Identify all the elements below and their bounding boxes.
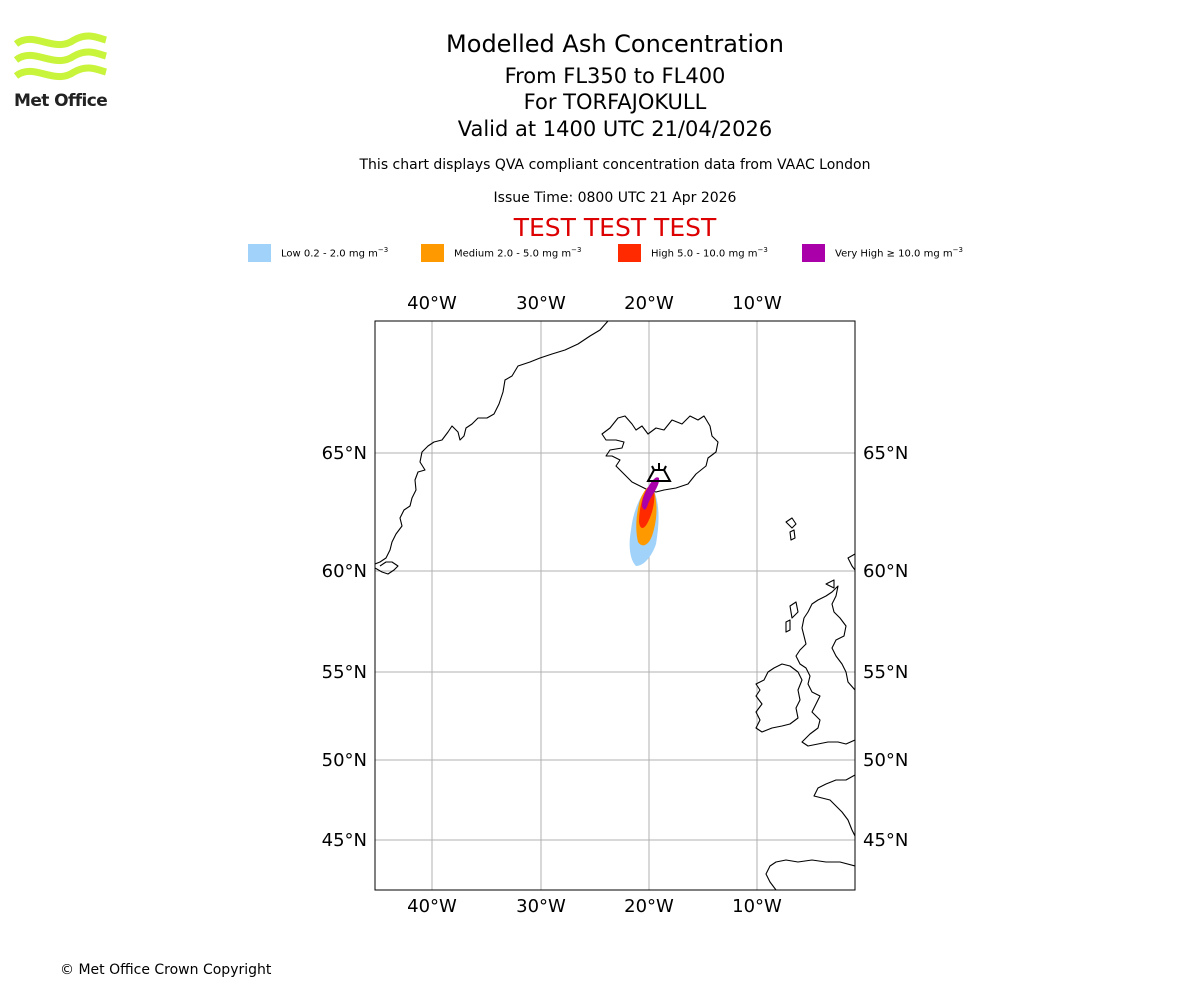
lat-label-left-60n: 60°N (322, 561, 367, 582)
western-isles (789, 601, 799, 619)
orkney-islands (825, 579, 835, 589)
lon-label-top-40w: 40°W (407, 293, 457, 314)
legend-label-very-high: Very High ≥ 10.0 mg m−3 (835, 246, 963, 260)
legend-item-medium: Medium 2.0 - 5.0 mg m−3 (421, 244, 581, 262)
lon-label-bottom-20w: 20°W (624, 896, 674, 917)
valid-time: Valid at 1400 UTC 21/04/2026 (457, 117, 773, 141)
lat-label-right-65n: 65°N (863, 443, 908, 464)
lon-label-bottom-10w: 10°W (732, 896, 782, 917)
ireland-coastline (755, 663, 803, 733)
spain-coastline (765, 859, 855, 890)
greenland-coast-detail (375, 561, 399, 575)
ash-concentration-map: 40°W 30°W 20°W 10°W 40°W 30°W 20°W 10°W … (322, 293, 909, 917)
chart-title: Modelled Ash Concentration (446, 30, 784, 58)
legend-swatch-medium (421, 244, 444, 262)
faroe-islands (785, 517, 797, 529)
lon-label-top-30w: 30°W (516, 293, 566, 314)
copyright-notice: © Met Office Crown Copyright (60, 962, 272, 978)
flight-level-range: From FL350 to FL400 (504, 64, 726, 88)
test-banner: TEST TEST TEST (513, 213, 717, 242)
legend-label-medium: Medium 2.0 - 5.0 mg m−3 (454, 246, 582, 260)
legend-label-low: Low 0.2 - 2.0 mg m−3 (281, 246, 389, 260)
lon-label-bottom-40w: 40°W (407, 896, 457, 917)
lat-label-left-55n: 55°N (322, 662, 367, 683)
lat-label-right-45n: 45°N (863, 830, 908, 851)
volcano-name: For TORFAJOKULL (523, 90, 707, 114)
legend-swatch-very-high (802, 244, 825, 262)
western-isles-south (785, 619, 791, 633)
legend-item-high: High 5.0 - 10.0 mg m−3 (618, 244, 768, 262)
legend-item-very-high: Very High ≥ 10.0 mg m−3 (802, 244, 963, 262)
lon-label-top-20w: 20°W (624, 293, 674, 314)
great-britain-coastline (795, 585, 855, 747)
legend-swatch-low (248, 244, 271, 262)
lat-label-right-60n: 60°N (863, 561, 908, 582)
lon-label-bottom-30w: 30°W (516, 896, 566, 917)
lat-label-left-50n: 50°N (322, 750, 367, 771)
lat-label-left-65n: 65°N (322, 443, 367, 464)
disclaimer-text: This chart displays QVA compliant concen… (359, 157, 871, 173)
lon-label-top-10w: 10°W (732, 293, 782, 314)
map-gridlines (375, 321, 855, 890)
logo-text: Met Office (14, 91, 108, 111)
france-coastline (813, 774, 855, 837)
volcano-icon (646, 463, 672, 482)
lat-label-right-50n: 50°N (863, 750, 908, 771)
lat-label-left-45n: 45°N (322, 830, 367, 851)
legend-swatch-high (618, 244, 641, 262)
met-office-logo (14, 32, 107, 81)
issue-time: Issue Time: 0800 UTC 21 Apr 2026 (493, 190, 737, 206)
map-frame (374, 320, 856, 891)
legend-item-low: Low 0.2 - 2.0 mg m−3 (248, 244, 388, 262)
lat-label-right-55n: 55°N (863, 662, 908, 683)
norway-coastline (847, 553, 855, 571)
legend-label-high: High 5.0 - 10.0 mg m−3 (651, 246, 768, 260)
greenland-coastline (375, 321, 609, 565)
ash-contour-very-high (642, 477, 660, 510)
faroe-islands-south (789, 529, 796, 541)
iceland-coastline (601, 415, 719, 493)
